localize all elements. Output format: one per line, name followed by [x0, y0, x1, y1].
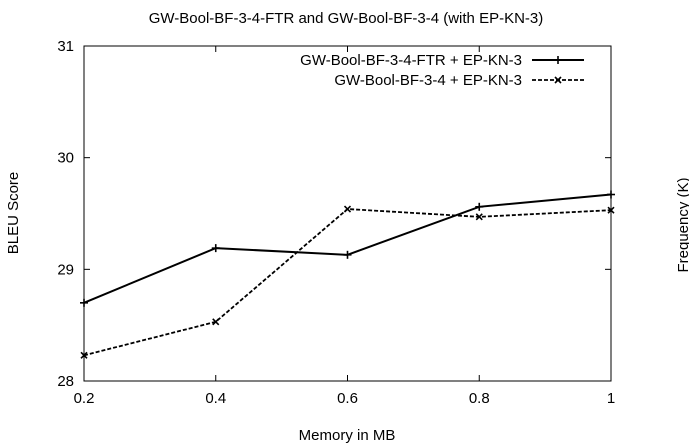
x-axis: 0.2 0.4 0.6 0.8 1 [74, 46, 615, 407]
cross-marker [475, 213, 483, 221]
legend: GW-Bool-BF-3-4-FTR + EP-KN-3 GW-Bool-BF-3… [300, 52, 584, 89]
clipped-axis-title: Frequency (K) [675, 177, 689, 272]
cross-marker [80, 351, 88, 359]
x-tick-label: 1 [607, 390, 615, 407]
y-tick-label: 28 [57, 373, 74, 390]
x-tick-label: 0.4 [205, 390, 226, 407]
plus-marker [80, 298, 88, 307]
cross-marker [554, 76, 562, 84]
series-line [83, 193, 612, 304]
plus-marker [343, 250, 352, 259]
x-axis-title: Memory in MB [299, 427, 396, 444]
plus-marker [554, 56, 562, 64]
plus-marker [475, 202, 484, 211]
series-line [83, 208, 612, 357]
plus-marker [211, 244, 220, 253]
y-tick-label: 30 [57, 150, 74, 167]
legend-label: GW-Bool-BF-3-4 + EP-KN-3 [334, 72, 522, 89]
x-tick-label: 0.6 [337, 390, 358, 407]
y-tick-label: 29 [57, 261, 74, 278]
cross-marker [343, 205, 352, 213]
legend-label: GW-Bool-BF-3-4-FTR + EP-KN-3 [300, 52, 522, 69]
y-axis-title: BLEU Score [5, 172, 22, 255]
cross-marker [607, 206, 615, 214]
series-layer [80, 190, 615, 359]
chart-title: GW-Bool-BF-3-4-FTR and GW-Bool-BF-3-4 (w… [149, 10, 544, 27]
cross-marker [212, 318, 220, 326]
series-2 [80, 205, 615, 359]
plus-marker [607, 190, 615, 199]
x-tick-label: 0.8 [469, 390, 490, 407]
y-axis: 28 29 30 31 [57, 38, 611, 390]
y-tick-label: 31 [57, 38, 74, 55]
x-tick-label: 0.2 [74, 390, 95, 407]
series-1 [80, 190, 615, 307]
